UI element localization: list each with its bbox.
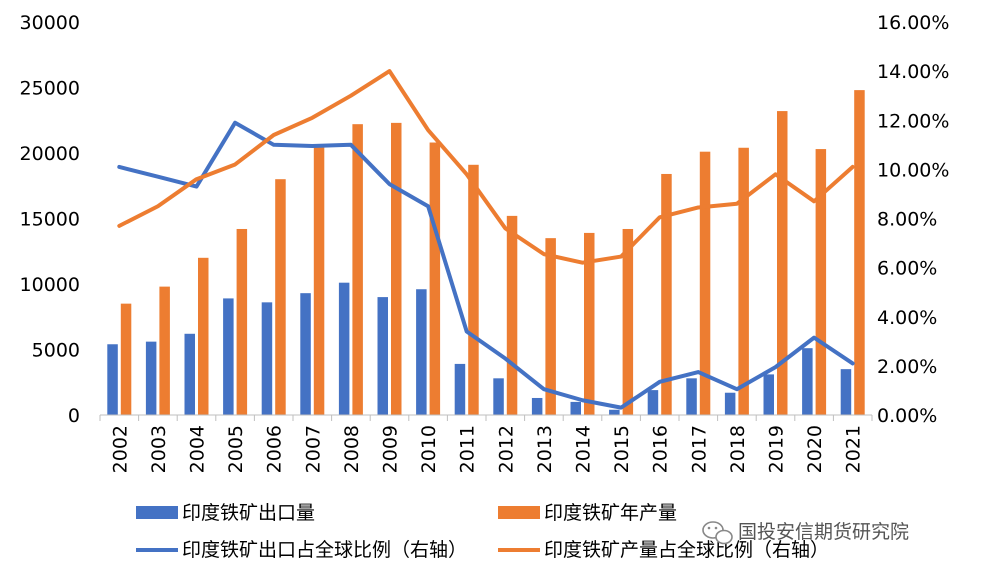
export-volume-bar-2015 [609, 409, 620, 415]
export-volume-bar-2002 [107, 344, 118, 415]
x-axis-tick-label: 2019 [766, 425, 788, 473]
export-volume-bar-2013 [531, 397, 543, 415]
left-axis-tick-label: 25000 [20, 78, 80, 100]
legend-label-export-share: 印度铁矿出口占全球比例（右轴） [182, 539, 467, 561]
right-axis-tick-label: 4.00% [877, 307, 937, 329]
right-axis-tick-labels: 0.00% 2.00% 4.00% 6.00% 8.00% 10.00% 12.00% 14.… [877, 12, 949, 427]
axes-layer [99, 414, 873, 421]
legend-swatch-export-volume [136, 506, 178, 519]
production-bar-2019 [777, 111, 788, 415]
left-axis-tick-label: 15000 [20, 209, 80, 231]
legend-swatch-annual-production [498, 506, 540, 519]
export-volume-bar-2007 [300, 293, 311, 415]
left-axis-tick-labels: 0 5000 10000 15000 20000 25000 30000 [20, 12, 80, 427]
legend-label-export-volume: 印度铁矿出口量 [182, 502, 315, 524]
x-axis-tick-label: 2003 [148, 425, 170, 473]
production-bar-2004 [198, 257, 209, 415]
production-bar-2021 [854, 90, 865, 416]
x-axis-tick-label: 2008 [341, 425, 363, 473]
x-axis-tick-label: 2012 [495, 425, 517, 473]
export-volume-bar-2018 [724, 392, 736, 415]
right-axis-tick-label: 0.00% [877, 405, 937, 427]
production-bar-2015 [622, 228, 634, 415]
production-share-line [117, 69, 855, 265]
production-bar-2002 [120, 303, 132, 415]
right-axis-tick-label: 14.00% [877, 61, 949, 83]
export-share-line [117, 120, 855, 410]
right-axis-tick-label: 6.00% [877, 258, 937, 280]
export-volume-bar-2017 [686, 378, 697, 415]
production-bar-2013 [545, 238, 556, 415]
x-axis-tick-label: 2009 [380, 425, 402, 473]
x-axis-tick-label: 2006 [264, 425, 286, 473]
x-axis-tick-label: 2017 [688, 425, 710, 473]
export-volume-bar-2008 [338, 282, 350, 415]
left-axis-tick-label: 30000 [20, 12, 80, 34]
legend-label-annual-production: 印度铁矿年产量 [544, 502, 677, 524]
export-volume-bar-2009 [377, 297, 388, 415]
left-axis-tick-label: 5000 [32, 340, 80, 362]
production-bar-2012 [506, 215, 518, 415]
left-axis-tick-label: 10000 [20, 274, 80, 296]
x-axis-tick-label: 2011 [457, 425, 479, 473]
legend-label-production-share: 印度铁矿产量占全球比例（右轴） [544, 539, 829, 561]
production-bar-2008 [352, 124, 363, 416]
export-volume-bar-2021 [840, 369, 852, 415]
lines-layer [117, 69, 855, 410]
export-volume-bar-2020 [802, 348, 813, 415]
production-bar-2007 [313, 146, 325, 415]
export-volume-bar-2006 [261, 302, 273, 415]
x-axis-tick-label: 2020 [804, 425, 826, 473]
x-axis-tick-label: 2002 [109, 425, 131, 473]
production-bar-2020 [815, 149, 827, 415]
bars-layer [107, 90, 865, 416]
production-bar-2018 [738, 147, 749, 415]
left-axis-tick-label: 20000 [20, 143, 80, 165]
production-bar-2006 [275, 179, 286, 415]
left-axis-tick-label: 0 [68, 405, 80, 427]
x-axis-tick-label: 2015 [611, 425, 633, 473]
right-axis-tick-label: 16.00% [877, 12, 949, 34]
production-bar-2003 [159, 286, 170, 415]
production-bar-2011 [468, 164, 479, 415]
x-axis-tick-label: 2013 [534, 425, 556, 473]
export-volume-bar-2003 [145, 341, 157, 415]
export-volume-bar-2012 [493, 378, 504, 415]
watermark: 国投安信期货研究院 [702, 521, 909, 545]
export-volume-bar-2004 [184, 333, 195, 415]
right-axis-tick-label: 8.00% [877, 209, 937, 231]
production-bar-2005 [236, 228, 248, 415]
export-volume-bar-2019 [763, 374, 774, 415]
production-bar-2016 [661, 173, 672, 415]
export-volume-bar-2011 [454, 363, 466, 415]
production-bar-2010 [429, 142, 441, 415]
x-axis-tick-label: 2018 [727, 425, 749, 473]
x-axis-tick-label: 2021 [843, 425, 865, 473]
x-axis-tick-label: 2014 [573, 425, 595, 473]
export-volume-bar-2005 [223, 298, 234, 415]
x-axis-tick-label: 2005 [225, 425, 247, 473]
x-axis-tick-label: 2004 [187, 425, 209, 473]
export-volume-bar-2014 [570, 401, 581, 415]
production-bar-2009 [391, 122, 402, 416]
production-bar-2014 [584, 232, 595, 415]
export-volume-bar-2010 [416, 289, 427, 415]
production-bar-2017 [699, 151, 711, 415]
x-axis-tick-label: 2016 [650, 425, 672, 473]
wechat-icon [702, 521, 733, 545]
watermark-text: 国投安信期货研究院 [738, 521, 909, 543]
legend: 印度铁矿出口量 印度铁矿年产量 印度铁矿出口占全球比例（右轴） 印度铁矿产量占全… [136, 502, 829, 561]
right-axis-tick-label: 2.00% [877, 356, 937, 378]
export-volume-bar-2016 [647, 390, 659, 415]
x-axis-tick-labels: 2002 2003 2004 2005 2006 2007 2008 2009 2010 2011… [109, 425, 864, 473]
x-axis-tick-label: 2010 [418, 425, 440, 473]
right-axis-tick-label: 10.00% [877, 159, 949, 181]
x-axis-tick-label: 2007 [302, 425, 324, 473]
right-axis-tick-label: 12.00% [877, 110, 949, 132]
